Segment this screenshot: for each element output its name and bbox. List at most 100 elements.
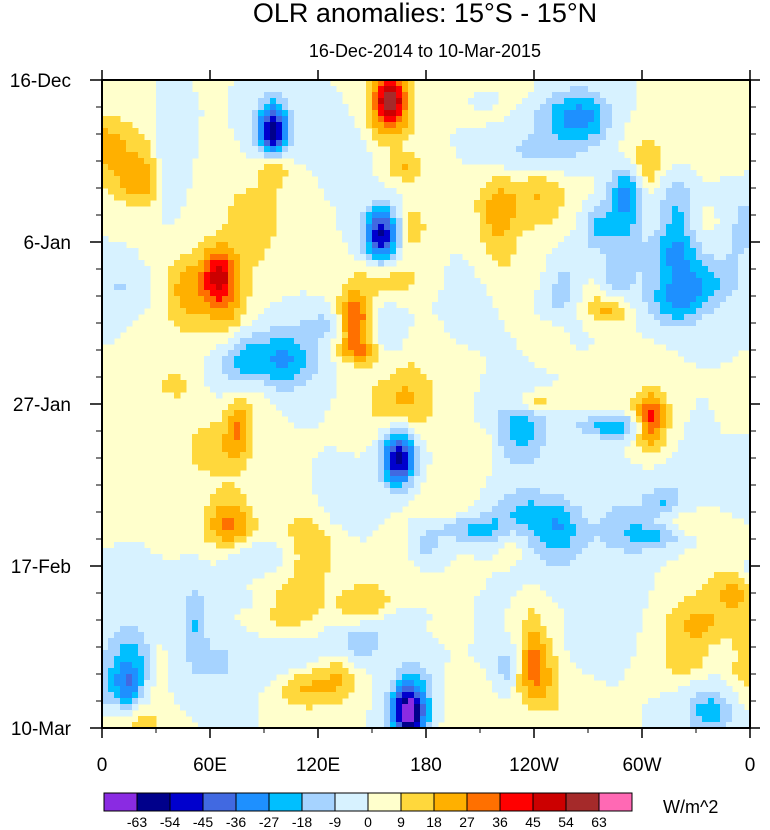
anomaly-cell: [330, 512, 337, 519]
anomaly-cell: [372, 524, 379, 531]
anomaly-cell: [480, 194, 487, 201]
anomaly-cell: [618, 536, 625, 543]
anomaly-cell: [462, 260, 469, 267]
anomaly-cell: [606, 488, 613, 495]
anomaly-cell: [480, 488, 487, 495]
anomaly-cell: [204, 314, 211, 321]
anomaly-cell: [588, 524, 595, 531]
anomaly-cell: [594, 194, 601, 201]
anomaly-cell: [714, 440, 721, 447]
anomaly-cell: [168, 152, 175, 159]
anomaly-cell: [288, 92, 295, 99]
anomaly-cell: [618, 230, 625, 237]
anomaly-cell: [222, 410, 229, 417]
anomaly-cell: [678, 260, 685, 267]
anomaly-cell: [372, 104, 379, 111]
anomaly-cell: [630, 260, 637, 267]
anomaly-cell: [708, 440, 715, 447]
anomaly-cell: [696, 476, 703, 483]
anomaly-cell: [528, 206, 535, 213]
anomaly-cell: [276, 86, 283, 93]
anomaly-cell: [564, 470, 571, 477]
anomaly-cell: [468, 158, 475, 165]
anomaly-cell: [354, 488, 361, 495]
anomaly-cell: [168, 92, 175, 99]
anomaly-cell: [462, 314, 469, 321]
anomaly-cell: [714, 212, 721, 219]
anomaly-cell: [372, 134, 379, 141]
anomaly-cell: [360, 488, 367, 495]
anomaly-cell: [600, 146, 607, 153]
anomaly-cell: [672, 320, 679, 327]
anomaly-cell: [390, 248, 397, 255]
anomaly-cell: [654, 524, 661, 531]
anomaly-cell: [594, 446, 601, 453]
anomaly-cell: [396, 224, 403, 231]
anomaly-cell: [408, 368, 415, 375]
anomaly-cell: [114, 308, 121, 315]
anomaly-cell: [270, 560, 277, 567]
anomaly-cell: [474, 524, 481, 531]
anomaly-cell: [258, 554, 265, 561]
anomaly-cell: [360, 224, 367, 231]
anomaly-cell: [672, 212, 679, 219]
anomaly-cell: [600, 182, 607, 189]
anomaly-cell: [696, 494, 703, 501]
anomaly-cell: [390, 338, 397, 345]
anomaly-cell: [564, 104, 571, 111]
anomaly-cell: [396, 380, 403, 387]
anomaly-cell: [498, 182, 505, 189]
anomaly-cell: [606, 152, 613, 159]
anomaly-cell: [594, 134, 601, 141]
anomaly-cell: [516, 566, 523, 573]
anomaly-cell: [600, 116, 607, 123]
anomaly-cell: [396, 488, 403, 495]
anomaly-cell: [666, 236, 673, 243]
anomaly-cell: [504, 458, 511, 465]
anomaly-cell: [342, 122, 349, 129]
anomaly-cell: [642, 314, 649, 321]
anomaly-cell: [570, 290, 577, 297]
anomaly-cell: [714, 464, 721, 471]
anomaly-cell: [228, 110, 235, 117]
anomaly-cell: [234, 500, 241, 507]
anomaly-cell: [630, 242, 637, 249]
anomaly-cell: [210, 440, 217, 447]
anomaly-cell: [594, 542, 601, 549]
anomaly-cell: [120, 554, 127, 561]
anomaly-cell: [342, 356, 349, 363]
anomaly-cell: [732, 224, 739, 231]
anomaly-cell: [504, 404, 511, 411]
anomaly-cell: [360, 506, 367, 513]
anomaly-cell: [210, 428, 217, 435]
anomaly-cell: [120, 242, 127, 249]
anomaly-cell: [270, 362, 277, 369]
anomaly-cell: [396, 110, 403, 117]
anomaly-cell: [270, 200, 277, 207]
anomaly-cell: [174, 146, 181, 153]
anomaly-cell: [294, 92, 301, 99]
anomaly-cell: [696, 206, 703, 213]
anomaly-cell: [246, 344, 253, 351]
anomaly-cell: [366, 458, 373, 465]
anomaly-cell: [294, 104, 301, 111]
anomaly-cell: [336, 350, 343, 357]
anomaly-cell: [654, 284, 661, 291]
anomaly-cell: [648, 470, 655, 477]
anomaly-cell: [474, 128, 481, 135]
anomaly-cell: [696, 290, 703, 297]
anomaly-cell: [396, 338, 403, 345]
anomaly-cell: [444, 560, 451, 567]
anomaly-cell: [510, 440, 517, 447]
anomaly-cell: [228, 356, 235, 363]
anomaly-cell: [636, 554, 643, 561]
anomaly-cell: [366, 470, 373, 477]
anomaly-cell: [300, 566, 307, 573]
anomaly-cell: [678, 344, 685, 351]
anomaly-cell: [348, 356, 355, 363]
anomaly-cell: [264, 374, 271, 381]
anomaly-cell: [522, 410, 529, 417]
anomaly-cell: [456, 278, 463, 285]
anomaly-cell: [228, 248, 235, 255]
anomaly-cell: [504, 416, 511, 423]
